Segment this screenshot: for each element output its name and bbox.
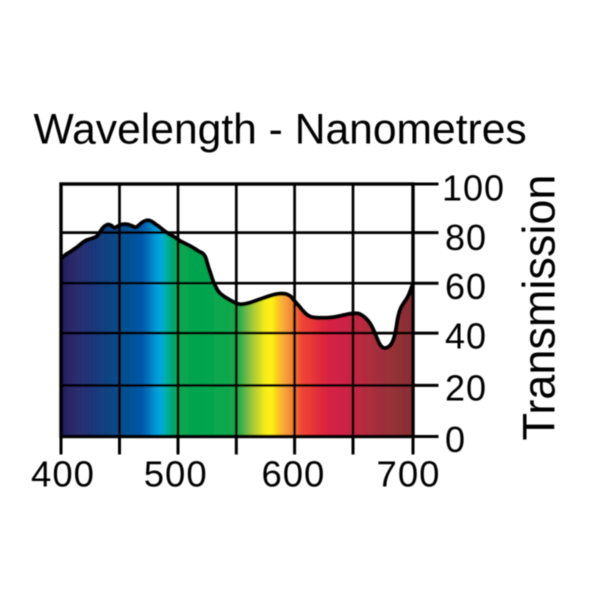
svg-text:0: 0 — [445, 419, 466, 460]
svg-text:60: 60 — [445, 266, 487, 307]
svg-text:Wavelength - Nanometres: Wavelength - Nanometres — [34, 106, 527, 154]
svg-text:400: 400 — [31, 454, 95, 495]
svg-text:100: 100 — [442, 167, 505, 208]
svg-text:700: 700 — [377, 454, 441, 495]
svg-text:40: 40 — [445, 316, 487, 357]
svg-text:500: 500 — [144, 454, 208, 495]
svg-text:20: 20 — [445, 368, 487, 409]
svg-text:80: 80 — [445, 217, 487, 258]
svg-text:Transmission: Transmission — [514, 175, 565, 441]
svg-text:600: 600 — [261, 454, 325, 495]
